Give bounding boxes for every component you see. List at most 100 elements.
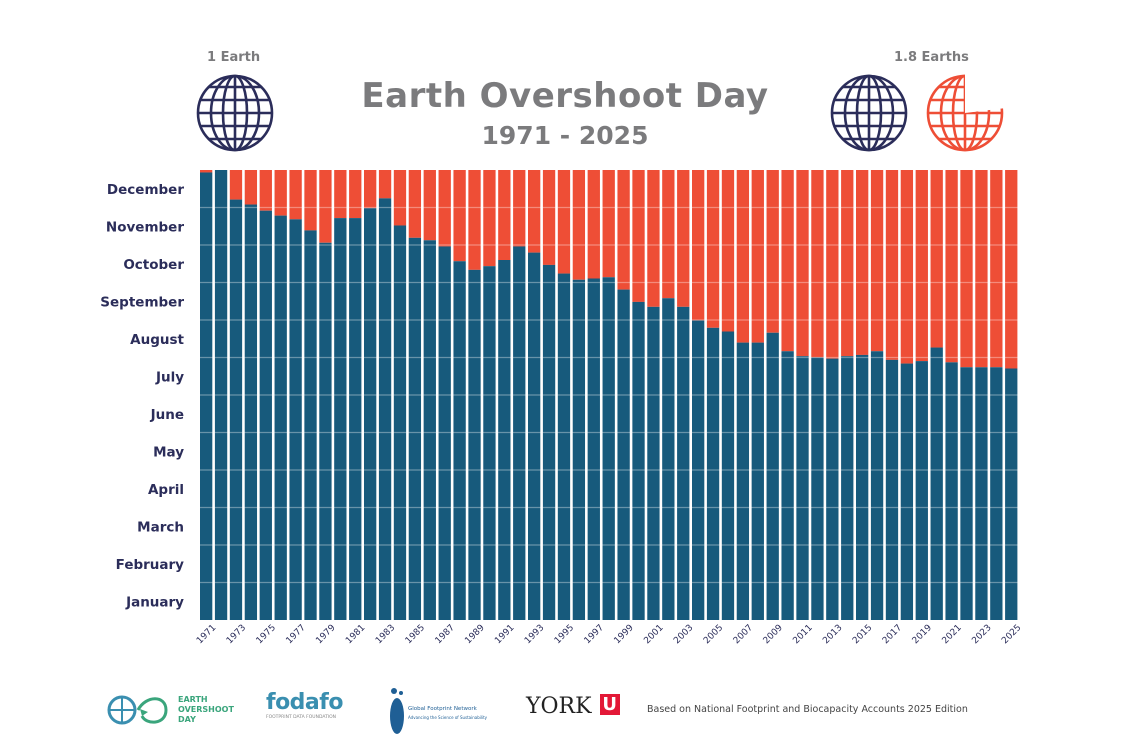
bar-2025 [1005, 368, 1018, 620]
x-tick-label: 1985 [404, 623, 427, 646]
overshoot-bar-1990 [483, 170, 496, 267]
bar-2000 [632, 301, 645, 620]
y-tick-label: April [148, 482, 184, 498]
bar-1986 [423, 240, 436, 620]
overshoot-bar-1983 [378, 170, 392, 199]
bar-2008 [751, 342, 764, 620]
bar-2011 [796, 356, 809, 620]
bar-1990 [483, 266, 496, 620]
overshoot-bar-2019 [915, 170, 928, 362]
globe-icon [196, 74, 274, 152]
overshoot-bar-1979 [319, 170, 332, 243]
one-earth-caption: 1 Earth [207, 50, 261, 65]
bar-1972 [214, 170, 228, 620]
overshoot-bar-1975 [259, 170, 272, 211]
overshoot-bar-2014 [841, 170, 854, 357]
bar-1992 [513, 246, 526, 620]
bar-1988 [453, 261, 466, 620]
global-footprint-network-logo: Global Footprint Network Advancing the S… [386, 686, 506, 740]
footprint-icon [390, 688, 404, 734]
logo-text: FOOTPRINT DATA FOUNDATION [266, 715, 337, 720]
bar-1980 [334, 218, 347, 620]
y-tick-label: July [155, 369, 184, 385]
bar-1976 [274, 215, 287, 620]
bar-1987 [438, 246, 451, 620]
bar-1995 [557, 273, 571, 620]
x-tick-label: 1997 [583, 623, 606, 646]
bar-2012 [811, 357, 824, 620]
partial-globe-icon [926, 74, 1004, 152]
overshoot-bar-1995 [557, 170, 571, 274]
overshoot-bar-2008 [751, 170, 764, 343]
overshoot-bar-1982 [364, 170, 377, 209]
bar-1989 [468, 269, 481, 620]
x-tick-label: 2003 [672, 623, 695, 646]
overshoot-bar-1978 [304, 170, 317, 231]
bar-1973 [229, 199, 243, 620]
bar-1993 [528, 252, 541, 621]
bar-2010 [781, 351, 794, 620]
overshoot-bar-2006 [721, 170, 735, 332]
y-axis-labels: January February March April May June July Augu… [100, 182, 184, 611]
y-tick-label: January [125, 594, 184, 610]
fodafo-logo: fodafo FOOTPRINT DATA FOUNDATION [266, 690, 356, 730]
x-tick-label: 1973 [225, 623, 248, 646]
y-tick-label: October [123, 257, 184, 273]
bar-1998 [602, 277, 615, 620]
overshoot-bar-1999 [617, 170, 630, 290]
overshoot-bar-1976 [274, 170, 287, 216]
overshoot-bar-2000 [632, 170, 645, 302]
bar-1975 [259, 210, 272, 620]
bar-1994 [542, 264, 556, 620]
bar-2024 [990, 367, 1003, 620]
overshoot-bar-1986 [423, 170, 436, 241]
logo-mark: U [599, 694, 620, 715]
y-tick-label: September [100, 294, 184, 310]
x-tick-label: 2025 [1000, 623, 1023, 646]
logo-text: OVERSHOOT [178, 705, 234, 714]
x-tick-label: 2023 [970, 623, 993, 646]
bar-2019 [915, 361, 928, 620]
overshoot-bar-1971 [200, 170, 213, 173]
overshoot-bar-1984 [393, 170, 407, 226]
overshoot-bar-2020 [930, 170, 943, 348]
logo-text: YORK [526, 694, 592, 719]
overshoot-bar-2005 [706, 170, 720, 328]
y-tick-label: June [150, 407, 184, 423]
overshoot-bar-2001 [647, 170, 660, 307]
bar-1997 [587, 278, 600, 620]
overshoot-bar-2023 [975, 170, 988, 368]
bar-1971 [200, 172, 213, 620]
overshoot-bar-2003 [677, 170, 690, 307]
x-tick-label: 2015 [851, 623, 874, 646]
overshoot-bar-1981 [349, 170, 362, 219]
bar-1984 [393, 225, 407, 621]
x-tick-label: 1971 [195, 623, 218, 646]
overshoot-bar-1993 [528, 170, 541, 253]
overshoot-bar-2009 [766, 170, 779, 333]
bars [200, 170, 1018, 621]
overshoot-bar-1998 [602, 170, 615, 278]
overshoot-bar-2011 [796, 170, 809, 357]
bar-1999 [617, 289, 630, 620]
bar-2001 [647, 306, 660, 620]
bar-2015 [856, 354, 869, 620]
bar-2023 [975, 367, 988, 620]
bar-2016 [870, 351, 884, 620]
x-tick-label: 1991 [493, 623, 516, 646]
globe-icon [830, 74, 908, 152]
bar-2021 [945, 362, 958, 620]
x-tick-label: 1999 [613, 623, 636, 646]
logo-text: fodafo [266, 690, 343, 715]
bar-2009 [766, 332, 779, 620]
earths-caption: 1.8 Earths [894, 50, 969, 65]
overshoot-bar-2007 [736, 170, 750, 343]
bar-1985 [408, 237, 422, 620]
x-tick-label: 1977 [285, 623, 308, 646]
overshoot-bar-2004 [692, 170, 705, 321]
overshoot-bar-1988 [453, 170, 466, 262]
overshoot-bar-1994 [542, 170, 556, 265]
overshoot-bar-1992 [513, 170, 526, 247]
bar-2014 [841, 356, 854, 620]
bar-2002 [662, 298, 675, 620]
